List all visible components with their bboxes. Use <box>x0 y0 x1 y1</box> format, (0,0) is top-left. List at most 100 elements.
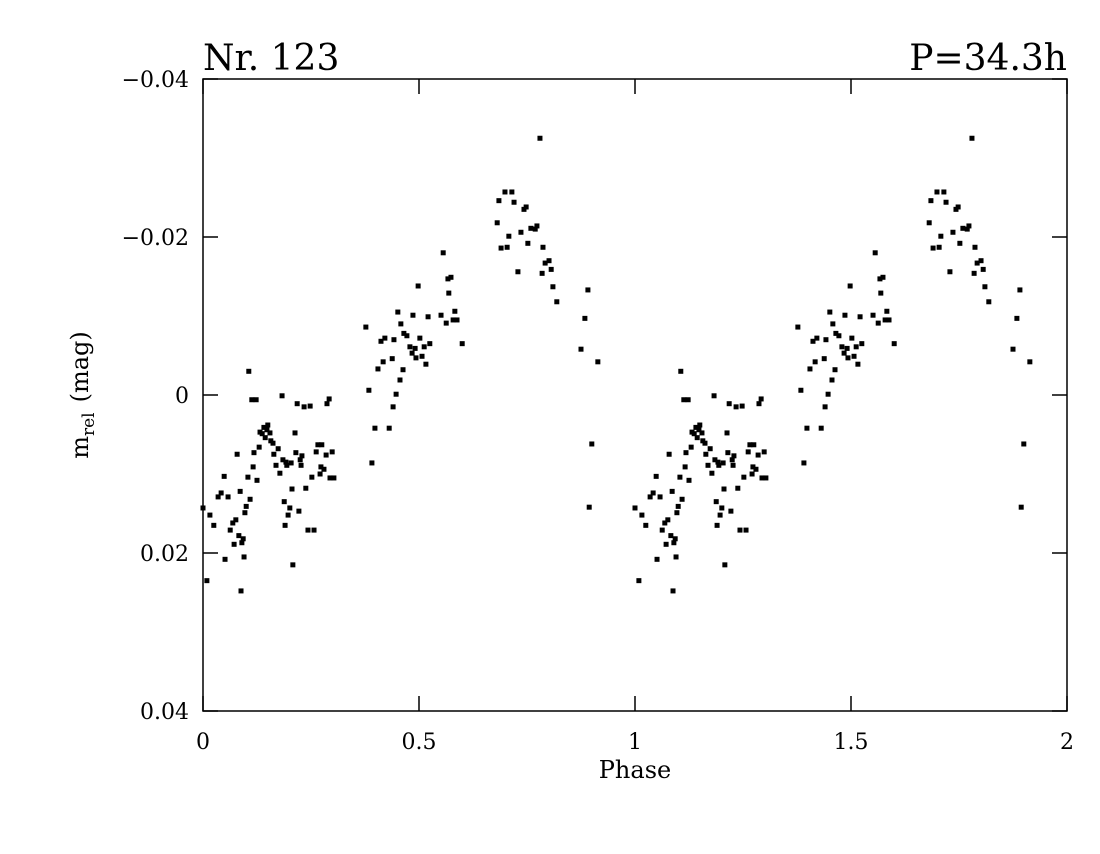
data-point <box>275 446 281 452</box>
data-point <box>438 312 444 318</box>
data-point <box>366 387 372 393</box>
data-point <box>277 470 283 476</box>
data-point <box>315 442 321 448</box>
data-point <box>589 441 595 447</box>
data-point <box>955 204 961 210</box>
data-point <box>582 315 588 321</box>
data-point <box>844 345 850 351</box>
data-point <box>936 244 942 250</box>
data-point <box>978 258 984 264</box>
data-point <box>686 477 692 483</box>
data-point <box>836 333 842 339</box>
data-point <box>247 496 253 502</box>
data-point <box>253 397 259 403</box>
data-point <box>966 223 972 229</box>
data-point <box>716 462 722 468</box>
data-point <box>548 266 554 272</box>
data-point <box>1018 504 1024 510</box>
data-point <box>930 245 936 251</box>
data-point <box>404 333 410 339</box>
data-point <box>299 453 305 459</box>
data-point <box>875 320 881 326</box>
data-point <box>728 508 734 514</box>
data-point <box>425 314 431 320</box>
data-point <box>678 368 684 374</box>
data-point <box>741 474 747 480</box>
data-point <box>670 588 676 594</box>
data-point <box>886 317 892 323</box>
data-point <box>721 486 727 492</box>
data-point <box>296 508 302 514</box>
data-point <box>859 341 865 347</box>
data-point <box>241 554 247 560</box>
data-point <box>839 344 845 350</box>
data-point <box>694 435 700 441</box>
data-point <box>578 346 584 352</box>
data-point <box>239 540 245 546</box>
data-point <box>231 541 237 547</box>
data-point <box>872 250 878 256</box>
data-point <box>395 309 401 315</box>
data-point <box>971 270 977 276</box>
data-point <box>722 562 728 568</box>
data-point <box>445 276 451 282</box>
data-point <box>380 359 386 365</box>
data-point <box>709 470 715 476</box>
data-point <box>957 240 963 246</box>
data-point <box>891 341 897 347</box>
data-point <box>823 337 829 343</box>
data-point <box>663 541 669 547</box>
data-point <box>204 578 210 584</box>
data-point <box>697 422 703 428</box>
data-point <box>870 312 876 318</box>
y-tick-label: 0.04 <box>140 700 189 725</box>
data-point <box>515 269 521 275</box>
data-point <box>1027 359 1033 365</box>
data-point <box>877 276 883 282</box>
data-point <box>318 464 324 470</box>
data-point <box>211 522 217 528</box>
data-point <box>842 312 848 318</box>
data-point <box>230 520 236 526</box>
chart-title-right: P=34.3h <box>909 38 1067 79</box>
data-point <box>369 460 375 466</box>
data-point <box>506 233 512 239</box>
data-point <box>1017 287 1023 293</box>
data-point <box>271 451 277 457</box>
data-point <box>301 404 307 410</box>
data-point <box>666 451 672 457</box>
x-tick-label: 2 <box>1060 730 1074 755</box>
data-point <box>673 554 679 560</box>
data-point <box>928 198 934 204</box>
data-point <box>810 338 816 344</box>
data-point <box>731 453 737 459</box>
data-point <box>246 368 252 374</box>
data-point <box>798 387 804 393</box>
data-point <box>285 512 291 518</box>
data-point <box>289 486 295 492</box>
data-point <box>735 485 741 491</box>
x-tick-label: 1 <box>628 730 642 755</box>
data-point <box>934 189 940 195</box>
x-tick-label: 1.5 <box>834 730 869 755</box>
data-point <box>647 494 653 500</box>
data-point <box>982 284 988 290</box>
data-point <box>245 474 251 480</box>
data-point <box>281 499 287 505</box>
data-point <box>853 344 859 350</box>
data-point <box>1014 315 1020 321</box>
data-point <box>382 335 388 341</box>
data-point <box>720 460 726 466</box>
data-point <box>446 290 452 296</box>
data-point <box>880 274 886 280</box>
data-point <box>729 457 735 463</box>
data-point <box>391 337 397 343</box>
data-point <box>280 457 286 463</box>
data-point <box>267 430 273 436</box>
data-point <box>389 356 395 362</box>
data-point <box>309 474 315 480</box>
data-point <box>390 404 396 410</box>
data-point <box>756 401 762 407</box>
data-point <box>668 533 674 539</box>
